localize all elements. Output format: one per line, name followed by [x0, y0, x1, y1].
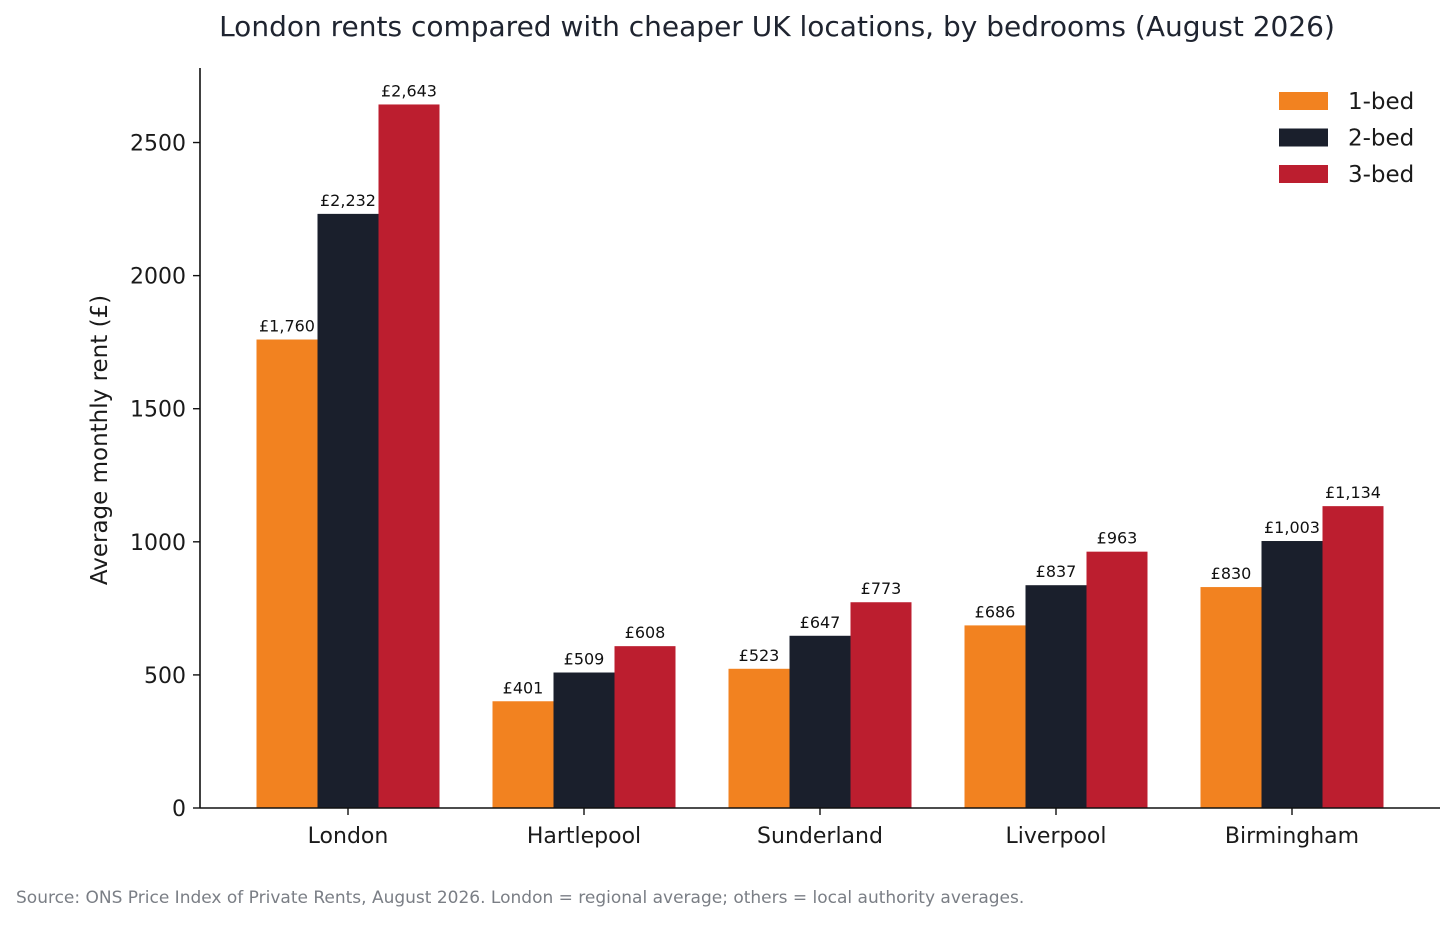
- bar-birmingham-3-bed: [1322, 506, 1384, 808]
- bar-sunderland-3-bed: [850, 602, 912, 808]
- bar-birmingham-1-bed: [1200, 587, 1262, 808]
- data-label: £2,643: [381, 81, 437, 100]
- source-note: Source: ONS Price Index of Private Rents…: [16, 888, 1025, 908]
- data-label: £830: [1211, 564, 1252, 583]
- legend: 1-bed 2-bed 3-bed: [1279, 89, 1414, 188]
- legend-swatch-2-bed: [1279, 128, 1328, 147]
- bar-sunderland-2-bed: [789, 635, 851, 808]
- bars-layer: [256, 104, 1384, 809]
- y-tick-label: 2500: [130, 132, 186, 157]
- bar-liverpool-2-bed: [1025, 585, 1087, 808]
- legend-swatch-3-bed: [1279, 165, 1328, 183]
- bar-liverpool-3-bed: [1086, 551, 1148, 808]
- bar-london-1-bed: [256, 339, 318, 808]
- bar-birmingham-2-bed: [1261, 541, 1323, 808]
- x-tick-label: Hartlepool: [527, 824, 641, 849]
- data-labels-layer: £1,760 £2,232 £2,643 £401 £509 £608 £523 £647 £7…: [259, 81, 1381, 697]
- data-label: £523: [739, 646, 780, 665]
- bar-sunderland-1-bed: [728, 668, 790, 808]
- data-label: £647: [800, 613, 841, 632]
- legend-swatch-1-bed: [1279, 92, 1328, 110]
- y-tick-label: 2000: [130, 265, 186, 290]
- bar-hartlepool-2-bed: [553, 672, 615, 808]
- chart-title: London rents compared with cheaper UK lo…: [219, 10, 1335, 43]
- y-tick-label: 1500: [130, 398, 186, 423]
- x-tick-label: Liverpool: [1006, 824, 1107, 849]
- data-label: £2,232: [320, 191, 376, 210]
- legend-label: 1-bed: [1348, 89, 1414, 115]
- legend-label: 2-bed: [1348, 126, 1414, 152]
- x-tick-label: Birmingham: [1225, 824, 1359, 849]
- legend-label: 3-bed: [1348, 162, 1414, 188]
- data-label: £509: [564, 650, 605, 669]
- y-tick-label: 0: [172, 797, 186, 822]
- y-axis-label: Average monthly rent (£): [87, 295, 113, 585]
- y-ticks-layer: 0 500 1000 1500 2000 2500: [130, 132, 200, 822]
- data-label: £401: [503, 678, 544, 697]
- bar-london-2-bed: [317, 213, 379, 809]
- data-label: £1,003: [1264, 518, 1320, 537]
- data-label: £963: [1097, 529, 1138, 548]
- data-label: £608: [625, 623, 666, 642]
- y-tick-label: 1000: [130, 531, 186, 556]
- bar-liverpool-1-bed: [964, 625, 1026, 808]
- x-ticks-layer: London Hartlepool Sunderland Liverpool Birmi…: [308, 808, 1359, 849]
- bar-hartlepool-3-bed: [614, 646, 676, 808]
- x-tick-label: Sunderland: [757, 824, 883, 849]
- data-label: £837: [1036, 562, 1077, 581]
- y-tick-label: 500: [144, 664, 186, 689]
- x-tick-label: London: [308, 824, 389, 849]
- data-label: £773: [861, 579, 902, 598]
- bar-london-3-bed: [378, 104, 440, 808]
- bar-hartlepool-1-bed: [492, 701, 554, 808]
- data-label: £1,134: [1325, 483, 1381, 502]
- data-label: £686: [975, 602, 1016, 621]
- data-label: £1,760: [259, 317, 315, 336]
